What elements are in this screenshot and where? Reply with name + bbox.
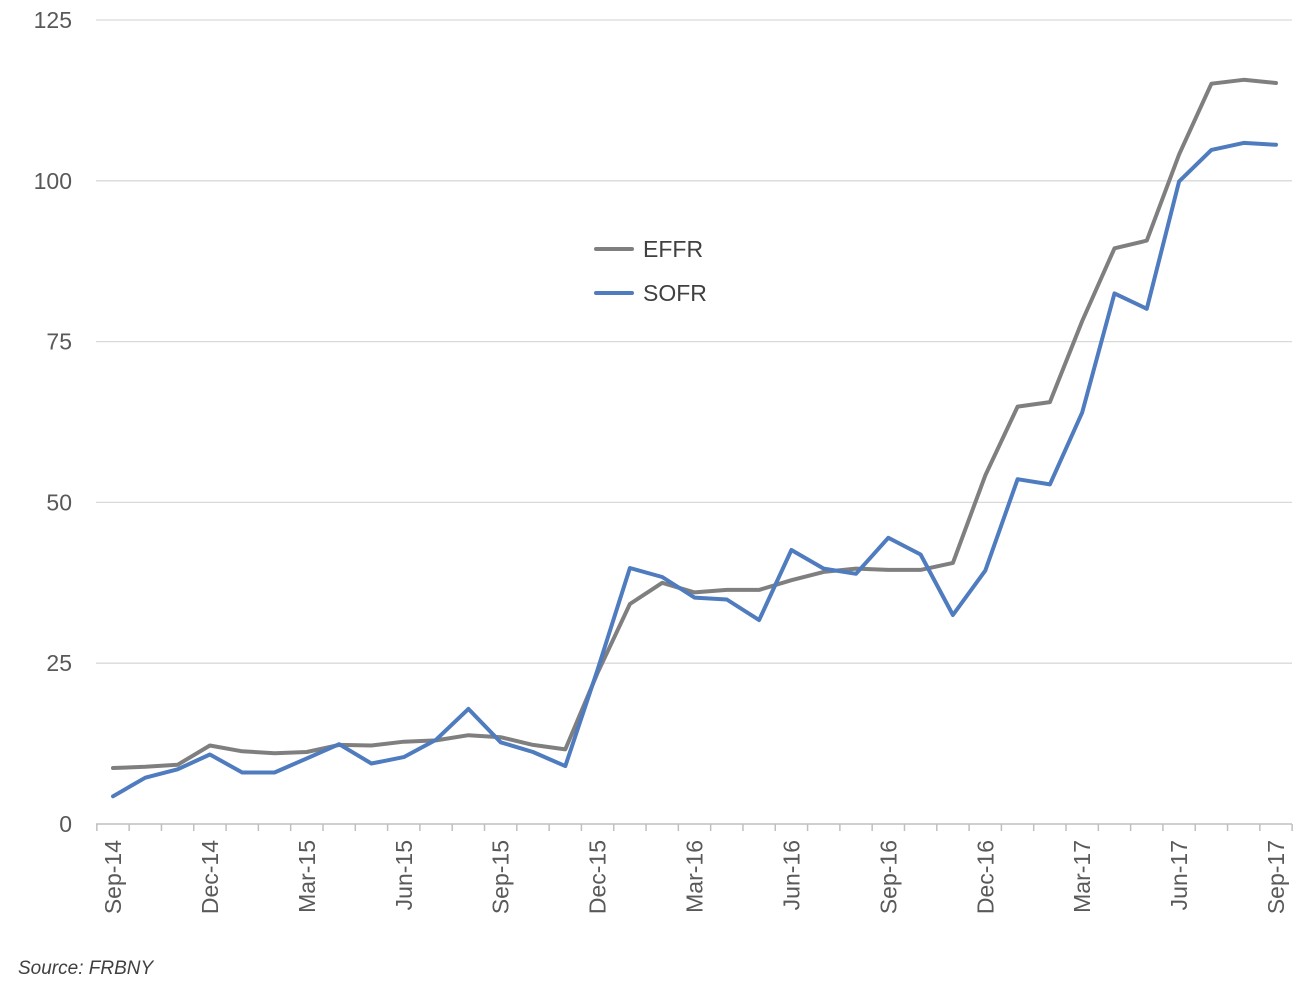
x-tick-label: Sep-17 [1263,840,1289,914]
series-line-sofr [111,140,1278,799]
x-tick-label: Jun-16 [778,840,804,910]
y-axis: 0 25 50 75 100 125 [34,7,72,837]
legend-label-sofr: SOFR [643,280,707,306]
series-layer [111,77,1278,799]
x-axis: Sep-14 Dec-14 Mar-15 Jun-15 Sep-15 Dec-15 Mar-… [96,823,1293,914]
y-tick-label: 0 [59,811,72,837]
x-tick-label: Sep-14 [100,840,126,914]
series-line-effr [111,77,1278,770]
y-tick-label: 100 [34,168,72,194]
y-tick-label: 75 [46,329,72,355]
x-tick-label: Sep-16 [875,840,901,914]
x-tick-label: Dec-16 [972,840,998,914]
gridlines [96,19,1292,664]
y-tick-label: 25 [46,650,72,676]
x-tick-label: Jun-15 [391,840,417,910]
y-tick-label: 125 [34,7,72,33]
x-tick-label: Dec-14 [197,840,223,914]
legend-label-effr: EFFR [643,236,703,262]
legend: EFFR SOFR [594,236,707,306]
x-tick-label: Mar-17 [1069,840,1095,913]
x-tick-label: Mar-15 [294,840,320,913]
x-tick-label: Dec-15 [585,840,611,914]
x-tick-label: Jun-17 [1166,840,1192,910]
y-tick-label: 50 [46,489,72,515]
source-note: Source: FRBNY [18,958,154,979]
x-tick-label: Sep-15 [488,840,514,914]
x-tick-label: Mar-16 [682,840,708,913]
